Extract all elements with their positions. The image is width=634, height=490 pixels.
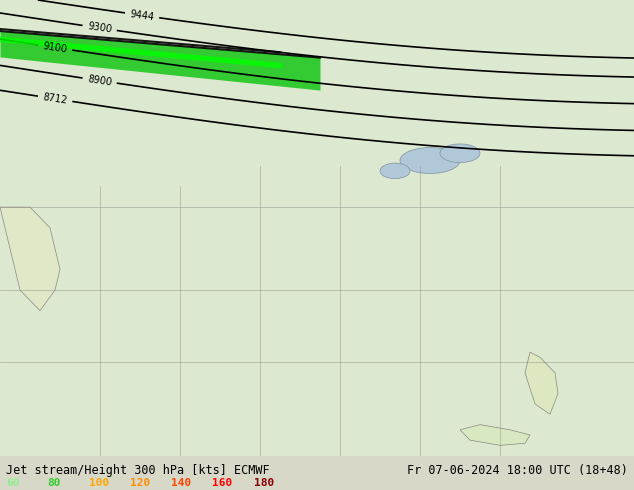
Text: 8712: 8712 bbox=[42, 92, 68, 106]
Polygon shape bbox=[0, 207, 60, 311]
Text: 180: 180 bbox=[254, 478, 274, 488]
Text: Fr 07-06-2024 18:00 UTC (18+48): Fr 07-06-2024 18:00 UTC (18+48) bbox=[407, 465, 628, 477]
Ellipse shape bbox=[440, 144, 480, 163]
Ellipse shape bbox=[400, 147, 460, 173]
Polygon shape bbox=[460, 425, 530, 445]
Text: 120: 120 bbox=[130, 478, 150, 488]
Text: 80: 80 bbox=[48, 478, 61, 488]
Text: 140: 140 bbox=[171, 478, 191, 488]
Polygon shape bbox=[525, 352, 558, 414]
Text: 9100: 9100 bbox=[42, 41, 68, 54]
Text: 160: 160 bbox=[212, 478, 233, 488]
Text: 100: 100 bbox=[89, 478, 109, 488]
Text: 60: 60 bbox=[6, 478, 20, 488]
Text: 9300: 9300 bbox=[87, 21, 112, 35]
Ellipse shape bbox=[380, 163, 410, 179]
Text: 8900: 8900 bbox=[87, 74, 112, 87]
Text: Jet stream/Height 300 hPa [kts] ECMWF: Jet stream/Height 300 hPa [kts] ECMWF bbox=[6, 465, 270, 477]
Text: 9444: 9444 bbox=[129, 9, 155, 22]
